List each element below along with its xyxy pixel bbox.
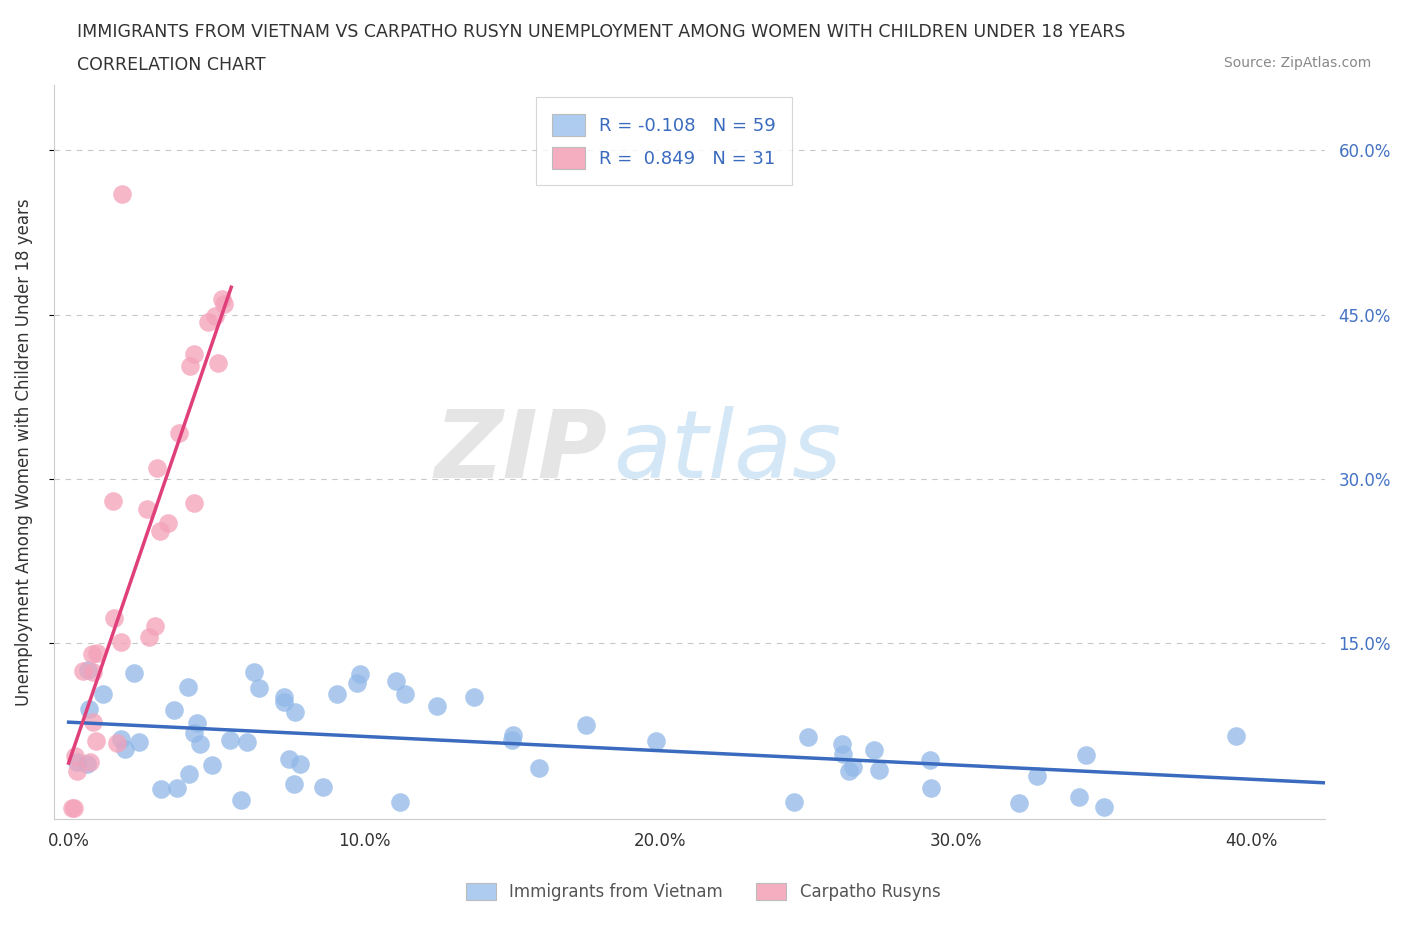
Point bbox=[831, 737, 853, 751]
Point bbox=[146, 460, 169, 475]
Point bbox=[60, 801, 83, 816]
Point bbox=[135, 502, 157, 517]
Point bbox=[862, 742, 884, 757]
Point bbox=[63, 801, 86, 816]
Point bbox=[63, 749, 86, 764]
Point bbox=[138, 630, 160, 644]
Point bbox=[273, 695, 295, 710]
Point bbox=[84, 734, 107, 749]
Point bbox=[918, 753, 941, 768]
Point bbox=[179, 358, 201, 373]
Point bbox=[219, 733, 242, 748]
Point bbox=[201, 758, 224, 773]
Point bbox=[207, 355, 229, 370]
Point bbox=[66, 754, 89, 769]
Point bbox=[214, 296, 236, 311]
Text: CORRELATION CHART: CORRELATION CHART bbox=[77, 56, 266, 73]
Point bbox=[157, 515, 180, 530]
Point bbox=[463, 689, 485, 704]
Point bbox=[82, 714, 104, 729]
Point bbox=[167, 426, 190, 441]
Point bbox=[149, 781, 172, 796]
Point bbox=[211, 291, 233, 306]
Point bbox=[311, 779, 333, 794]
Point bbox=[77, 663, 100, 678]
Legend: Immigrants from Vietnam, Carpatho Rusyns: Immigrants from Vietnam, Carpatho Rusyns bbox=[460, 876, 946, 908]
Point bbox=[101, 494, 124, 509]
Point bbox=[278, 751, 301, 766]
Legend: R = -0.108   N = 59, R =  0.849   N = 31: R = -0.108 N = 59, R = 0.849 N = 31 bbox=[536, 98, 792, 185]
Point bbox=[82, 665, 104, 680]
Point bbox=[832, 747, 855, 762]
Point bbox=[288, 756, 311, 771]
Point bbox=[124, 666, 146, 681]
Point bbox=[1076, 748, 1098, 763]
Point bbox=[183, 347, 205, 362]
Point bbox=[177, 767, 200, 782]
Point bbox=[72, 663, 94, 678]
Point bbox=[920, 780, 942, 795]
Point bbox=[394, 686, 416, 701]
Point bbox=[527, 761, 550, 776]
Point bbox=[783, 794, 806, 809]
Point bbox=[114, 741, 136, 756]
Point bbox=[66, 764, 89, 778]
Point bbox=[197, 315, 219, 330]
Point bbox=[841, 760, 863, 775]
Point bbox=[110, 731, 132, 746]
Text: atlas: atlas bbox=[613, 406, 842, 498]
Point bbox=[188, 737, 211, 751]
Point bbox=[385, 674, 408, 689]
Point bbox=[177, 680, 200, 695]
Point bbox=[149, 524, 172, 538]
Point bbox=[283, 777, 305, 791]
Point bbox=[86, 645, 108, 660]
Point bbox=[105, 736, 128, 751]
Point bbox=[242, 664, 264, 679]
Point bbox=[110, 634, 132, 649]
Point bbox=[1225, 728, 1247, 743]
Point bbox=[797, 729, 820, 744]
Point bbox=[236, 735, 259, 750]
Point bbox=[163, 703, 186, 718]
Point bbox=[166, 781, 188, 796]
Point bbox=[284, 704, 307, 719]
Point bbox=[111, 187, 134, 202]
Point bbox=[183, 495, 205, 510]
Point bbox=[868, 763, 890, 777]
Point bbox=[229, 792, 252, 807]
Point bbox=[326, 687, 349, 702]
Point bbox=[103, 610, 125, 625]
Point bbox=[143, 618, 166, 633]
Point bbox=[501, 733, 523, 748]
Point bbox=[79, 754, 101, 769]
Point bbox=[273, 690, 295, 705]
Point bbox=[82, 647, 104, 662]
Point bbox=[91, 687, 114, 702]
Y-axis label: Unemployment Among Women with Children Under 18 years: Unemployment Among Women with Children U… bbox=[15, 198, 32, 706]
Point bbox=[1092, 800, 1115, 815]
Point bbox=[1007, 795, 1029, 810]
Point bbox=[388, 794, 411, 809]
Point bbox=[79, 701, 101, 716]
Point bbox=[186, 716, 208, 731]
Point bbox=[426, 698, 449, 713]
Point bbox=[838, 764, 860, 778]
Point bbox=[1067, 789, 1090, 804]
Text: ZIP: ZIP bbox=[434, 405, 607, 498]
Point bbox=[204, 309, 226, 324]
Point bbox=[76, 756, 98, 771]
Text: IMMIGRANTS FROM VIETNAM VS CARPATHO RUSYN UNEMPLOYMENT AMONG WOMEN WITH CHILDREN: IMMIGRANTS FROM VIETNAM VS CARPATHO RUSY… bbox=[77, 23, 1126, 41]
Point bbox=[1026, 769, 1049, 784]
Point bbox=[645, 734, 668, 749]
Point bbox=[575, 718, 598, 733]
Point bbox=[502, 727, 524, 742]
Text: Source: ZipAtlas.com: Source: ZipAtlas.com bbox=[1223, 56, 1371, 70]
Point bbox=[247, 681, 270, 696]
Point bbox=[349, 667, 371, 682]
Point bbox=[346, 675, 368, 690]
Point bbox=[128, 735, 150, 750]
Point bbox=[183, 726, 205, 741]
